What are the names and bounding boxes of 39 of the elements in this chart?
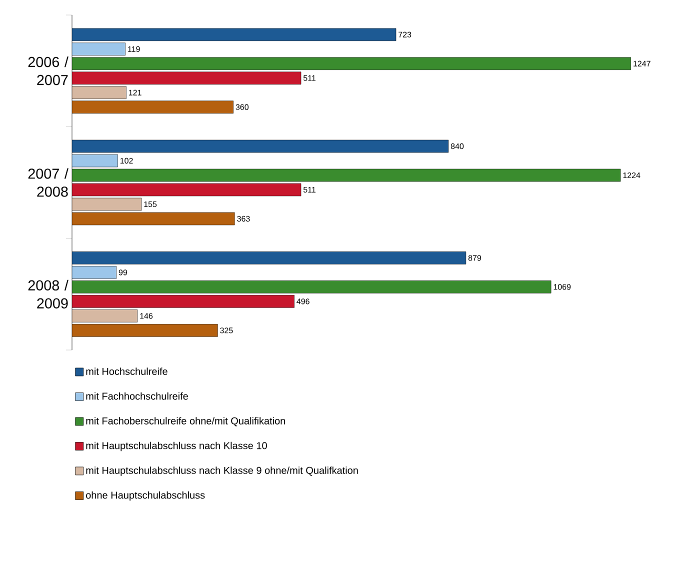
legend-label: mit Fachhochschulreife [86,392,188,400]
bar [72,280,552,294]
legend-label: mit Fachoberschulreife ohne/mit Qualifikation [86,417,286,426]
data-label: 879 [468,255,482,261]
legend-label: ohne Hauptschulabschluss [86,491,205,501]
bar [72,183,302,196]
bar [72,86,126,99]
legend-label: mit Hochschulreife [86,368,168,375]
data-label: 99 [118,270,128,276]
data-label: 1069 [554,284,571,290]
data-label: 119 [128,46,140,52]
data-label: 511 [303,75,316,81]
bar [72,57,631,70]
data-label: 155 [144,201,157,208]
data-label: 325 [220,328,233,334]
y-tick-label: 2007 / 2008 [28,168,68,197]
data-label: 1247 [634,60,650,66]
bar [72,42,126,56]
bar [72,72,302,84]
data-label: 496 [296,298,310,304]
data-label: 363 [237,216,250,222]
data-label: 360 [236,104,249,110]
data-label: 102 [120,158,133,164]
bar [72,266,117,279]
legend-label: mit Hauptschulabschluss nach Klasse 9 ohne/mit Qualifkation [86,466,358,476]
bar [72,310,138,322]
bar [72,154,118,168]
y-tick-label: 2008 / 2009 [28,280,68,308]
data-label: 840 [450,143,464,150]
data-label: 146 [140,313,153,319]
data-label: 121 [128,90,142,96]
bar [72,198,142,211]
y-tick-label: 2006 / 2007 [28,56,68,86]
data-label: 723 [398,32,412,38]
bar [72,295,294,308]
legend-label: mit Hauptschulabschluss nach Klasse 10 [86,442,267,452]
data-label: 511 [303,186,316,193]
data-label: 1224 [623,172,640,178]
bar [72,168,621,182]
